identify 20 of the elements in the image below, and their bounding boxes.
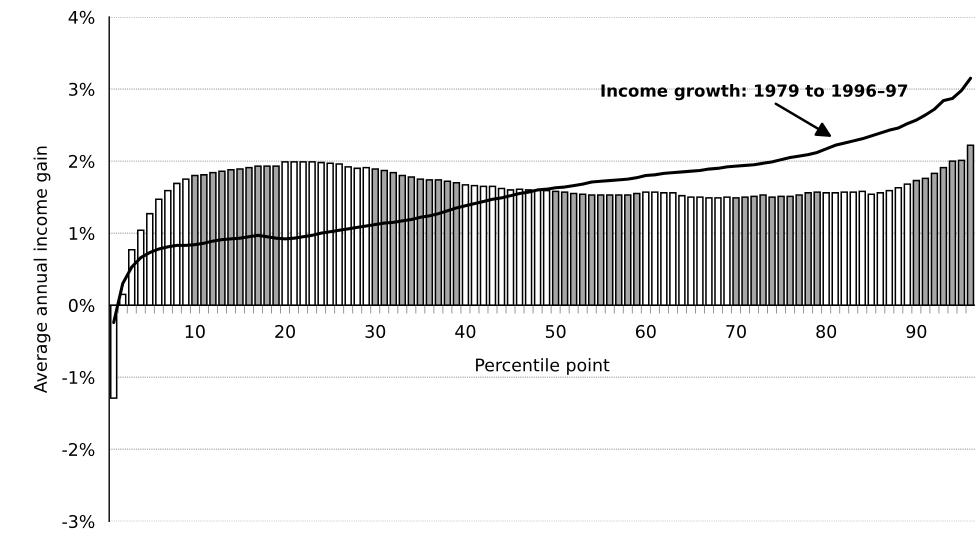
x-axis-title: Percentile point	[476, 358, 610, 375]
y-tick-label: 4%	[68, 10, 94, 24]
y-tick-label: -1%	[62, 370, 94, 384]
y-tick-label: -3%	[62, 514, 94, 528]
x-tick-label: 10	[186, 324, 205, 338]
y-tick-label: 1%	[70, 226, 94, 240]
x-tick-label: 80	[816, 324, 836, 338]
x-tick-label: 60	[636, 324, 656, 338]
y-tick-label: 2%	[69, 154, 94, 168]
x-tick-label: 20	[275, 324, 295, 338]
x-tick-label: 30	[366, 324, 386, 338]
y-tick-label: 0%	[68, 298, 94, 312]
x-tick-label: 90	[906, 324, 926, 338]
y-tick-label: -2%	[62, 442, 94, 456]
x-tick-label: 70	[726, 324, 746, 338]
x-tick-label: 50	[546, 324, 566, 338]
annotation: Income growth: 1979 to 1996–97	[602, 84, 908, 100]
y-axis-title: Average annual income gain	[34, 146, 50, 394]
y-tick-label: 3%	[69, 82, 94, 96]
x-tick-label: 40	[455, 324, 476, 338]
